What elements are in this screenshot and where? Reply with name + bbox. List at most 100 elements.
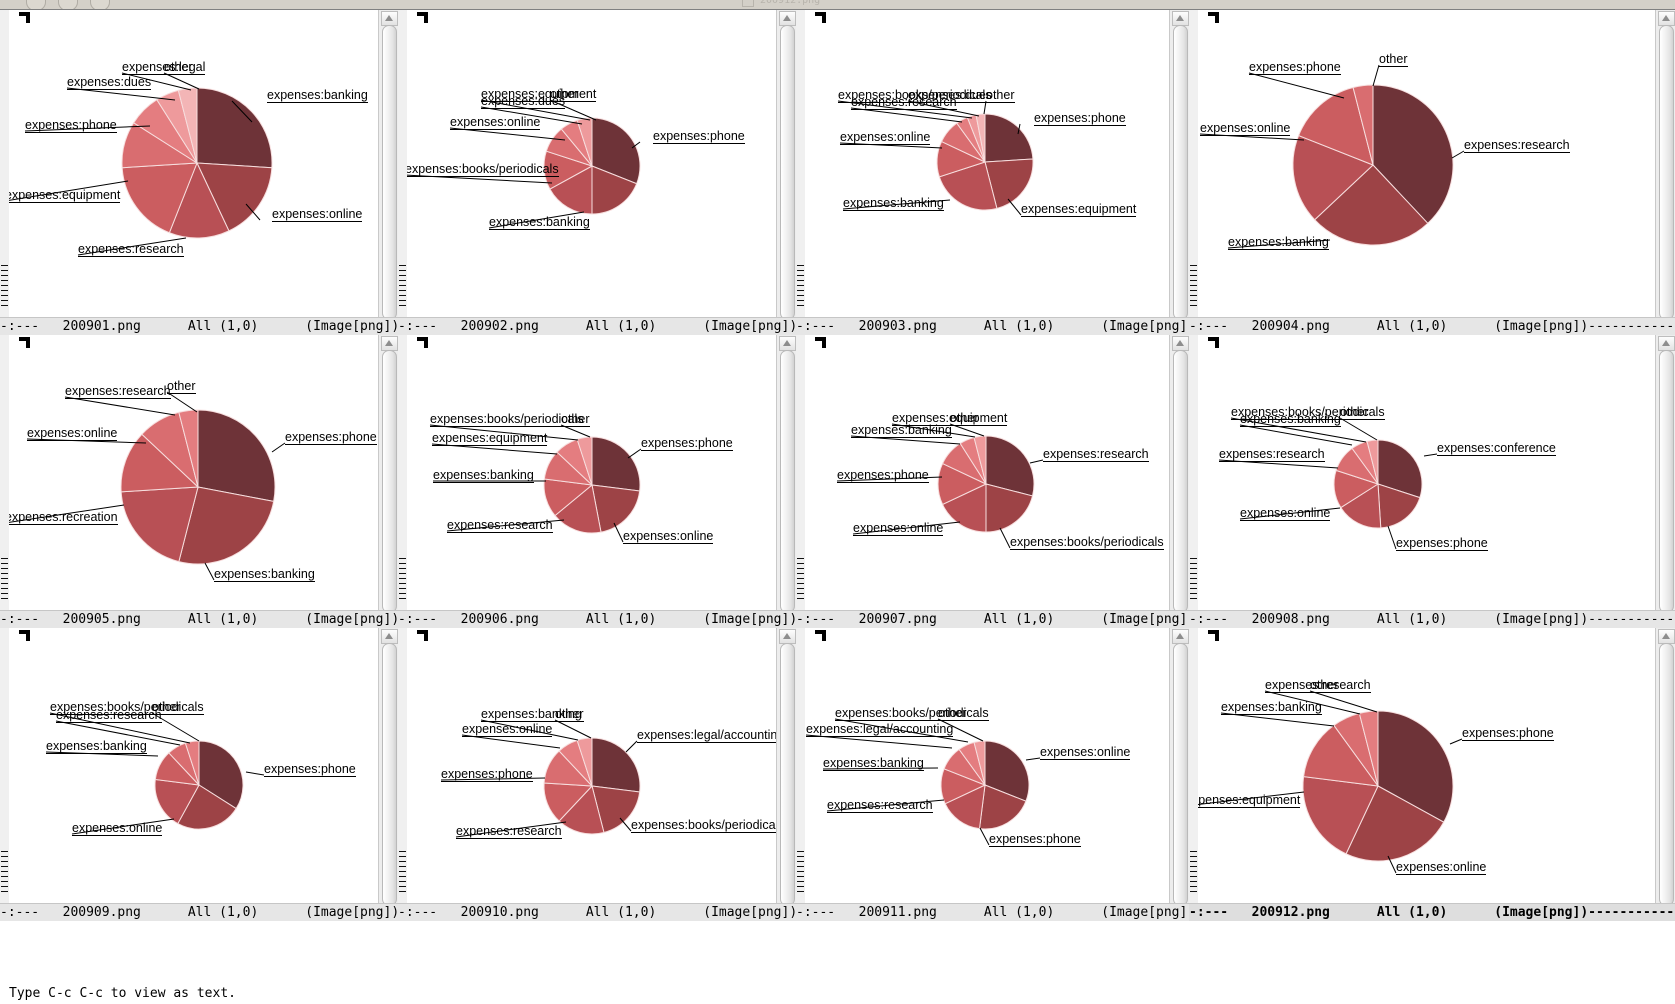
pie-slice — [1345, 785, 1445, 862]
image-canvas[interactable]: expenses:phone expenses:equipment expenses… — [805, 10, 1170, 335]
modeline-200911[interactable]: -:--- 200911.png All (1,0) (Image[png])-… — [796, 903, 1189, 921]
vertical-scrollbar[interactable] — [378, 335, 398, 628]
truncation-markers — [1189, 558, 1198, 628]
modeline-200906[interactable]: -:--- 200906.png All (1,0) (Image[png])-… — [398, 610, 796, 628]
modeline-200903[interactable]: -:--- 200903.png All (1,0) (Image[png])-… — [796, 317, 1189, 335]
scrollbar-thumb[interactable] — [1173, 643, 1188, 906]
scroll-up-arrow-icon[interactable] — [1172, 336, 1189, 351]
scrollbar-thumb[interactable] — [780, 25, 795, 320]
image-canvas[interactable]: expenses:online expenses:phone expenses:re… — [805, 628, 1170, 921]
pie-slice-label: expenses:banking — [481, 707, 582, 722]
scrollbar-thumb[interactable] — [1659, 350, 1674, 613]
scrollbar-thumb[interactable] — [382, 25, 397, 320]
modeline-200905[interactable]: -:--- 200905.png All (1,0) (Image[png])-… — [0, 610, 398, 628]
vertical-scrollbar[interactable] — [776, 10, 796, 335]
scrollbar-thumb[interactable] — [780, 643, 795, 906]
vertical-scrollbar[interactable] — [1655, 335, 1675, 628]
scrollbar-thumb[interactable] — [1173, 350, 1188, 613]
modeline-200908[interactable]: -:--- 200908.png All (1,0) (Image[png])-… — [1189, 610, 1675, 628]
vertical-scrollbar[interactable] — [1655, 628, 1675, 921]
pie-slice-label: expenses:legal — [122, 60, 206, 75]
pie-slice-label: expenses:research — [456, 824, 562, 839]
image-canvas[interactable]: expenses:conference expenses:phone expense… — [1198, 335, 1656, 628]
image-canvas[interactable]: expenses:phone expenses:online expenses:re… — [407, 335, 777, 628]
emacs-window-200912[interactable]: expenses:phone expenses:online expenses:eq… — [1189, 628, 1675, 921]
scroll-up-arrow-icon[interactable] — [779, 11, 796, 26]
truncation-corner-icon — [417, 337, 428, 348]
image-canvas[interactable]: expenses:research expenses:banking expense… — [1198, 10, 1656, 335]
window-close-button[interactable] — [26, 0, 46, 9]
scrollbar-thumb[interactable] — [382, 643, 397, 906]
scroll-up-arrow-icon[interactable] — [779, 629, 796, 644]
label-leader-line — [9, 180, 129, 201]
scroll-up-arrow-icon[interactable] — [1658, 629, 1675, 644]
pie-slice-label: expenses:books/periodicals — [430, 412, 584, 427]
pie-slice — [168, 161, 230, 239]
modeline-200904[interactable]: -:--- 200904.png All (1,0) (Image[png])-… — [1189, 317, 1675, 335]
scrollbar-thumb[interactable] — [1173, 25, 1188, 320]
emacs-window-200907[interactable]: expenses:research expenses:books/periodic… — [796, 335, 1189, 628]
image-canvas[interactable]: expenses:research expenses:books/periodic… — [805, 335, 1170, 628]
scrollbar-thumb[interactable] — [780, 350, 795, 613]
modeline-200910[interactable]: -:--- 200910.png All (1,0) (Image[png])-… — [398, 903, 796, 921]
scroll-up-arrow-icon[interactable] — [1172, 629, 1189, 644]
pie-slice — [576, 737, 593, 787]
scrollbar-thumb[interactable] — [1659, 25, 1674, 320]
pie-slice-label: expenses:online — [462, 722, 553, 737]
image-canvas[interactable]: expenses:phone expenses:banking expenses:r… — [9, 335, 379, 628]
pie-slice — [591, 737, 641, 793]
scrollbar-thumb[interactable] — [382, 350, 397, 613]
emacs-window-200905[interactable]: expenses:phone expenses:banking expenses:r… — [0, 335, 398, 628]
vertical-scrollbar[interactable] — [1169, 335, 1189, 628]
modeline-200901[interactable]: -:--- 200901.png All (1,0) (Image[png])-… — [0, 317, 398, 335]
pie-slice — [1366, 439, 1379, 485]
pie-slice-label: expenses:equipment — [1021, 202, 1137, 217]
scroll-up-arrow-icon[interactable] — [381, 336, 398, 351]
pie-slice — [196, 162, 273, 232]
vertical-scrollbar[interactable] — [378, 10, 398, 335]
image-canvas[interactable]: expenses:phone expenses:online expenses:eq… — [1198, 628, 1656, 921]
pie-slice-label: expenses:equipment — [432, 431, 548, 446]
label-leader-line — [1423, 453, 1438, 457]
vertical-scrollbar[interactable] — [378, 628, 398, 921]
vertical-scrollbar[interactable] — [1655, 10, 1675, 335]
scroll-up-arrow-icon[interactable] — [1658, 11, 1675, 26]
scroll-up-arrow-icon[interactable] — [381, 629, 398, 644]
modeline-200902[interactable]: -:--- 200902.png All (1,0) (Image[png])-… — [398, 317, 796, 335]
scrollbar-thumb[interactable] — [1659, 643, 1674, 906]
emacs-window-200901[interactable]: expenses:banking expenses:online expenses:… — [0, 10, 398, 335]
window-minimize-button[interactable] — [58, 0, 78, 9]
modeline-200909[interactable]: -:--- 200909.png All (1,0) (Image[png])-… — [0, 903, 398, 921]
window-fringe — [1189, 10, 1198, 335]
scroll-up-arrow-icon[interactable] — [1172, 11, 1189, 26]
pie-slice-label: expenses:conference — [1437, 441, 1556, 456]
truncation-markers — [796, 558, 805, 628]
image-canvas[interactable]: expenses:banking expenses:online expenses:… — [9, 10, 379, 335]
emacs-window-200902[interactable]: expenses:phone expenses:banking expenses:b… — [398, 10, 796, 335]
vertical-scrollbar[interactable] — [776, 628, 796, 921]
scroll-up-arrow-icon[interactable] — [381, 11, 398, 26]
image-canvas[interactable]: expenses:phone expenses:banking expenses:b… — [407, 10, 777, 335]
emacs-window-200908[interactable]: expenses:conference expenses:phone expense… — [1189, 335, 1675, 628]
emacs-window-200911[interactable]: expenses:online expenses:phone expenses:re… — [796, 628, 1189, 921]
modeline-200907[interactable]: -:--- 200907.png All (1,0) (Image[png])-… — [796, 610, 1189, 628]
emacs-window-200909[interactable]: expenses:phone expenses:online expenses:ba… — [0, 628, 398, 921]
label-leader-line — [9, 504, 125, 523]
emacs-window-200910[interactable]: expenses:legal/accounting expenses:books/… — [398, 628, 796, 921]
image-canvas[interactable]: expenses:legal/accounting expenses:books/… — [407, 628, 777, 921]
vertical-scrollbar[interactable] — [1169, 628, 1189, 921]
vertical-scrollbar[interactable] — [776, 335, 796, 628]
vertical-scrollbar[interactable] — [1169, 10, 1189, 335]
window-maximize-button[interactable] — [90, 0, 110, 9]
emacs-window-200906[interactable]: expenses:phone expenses:online expenses:re… — [398, 335, 796, 628]
modeline-200912[interactable]: -:--- 200912.png All (1,0) (Image[png])-… — [1189, 903, 1675, 921]
emacs-window-200903[interactable]: expenses:phone expenses:equipment expenses… — [796, 10, 1189, 335]
scroll-up-arrow-icon[interactable] — [779, 336, 796, 351]
scroll-up-arrow-icon[interactable] — [1658, 336, 1675, 351]
truncation-markers — [398, 558, 407, 628]
label-leader-line — [937, 718, 984, 742]
image-canvas[interactable]: expenses:phone expenses:online expenses:ba… — [9, 628, 379, 921]
window-titlebar: 200912.png — [0, 0, 1675, 10]
label-leader-line — [166, 391, 198, 413]
emacs-window-200904[interactable]: expenses:research expenses:banking expense… — [1189, 10, 1675, 335]
